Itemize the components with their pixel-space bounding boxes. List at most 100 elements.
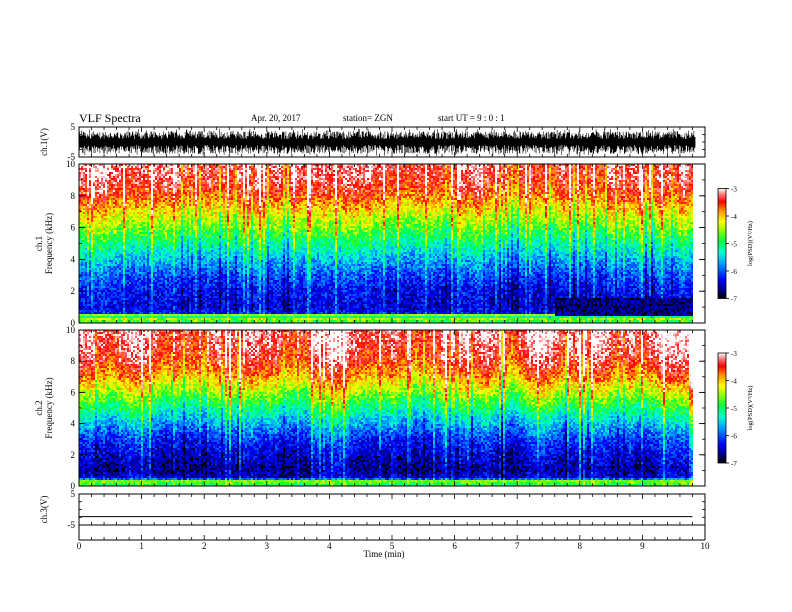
ch1-spectrogram-cell xyxy=(461,170,463,172)
ch1-spectrogram-cell xyxy=(685,194,687,196)
ch1-spectrogram-cell xyxy=(257,188,259,190)
ch1-spectrogram-cell xyxy=(287,188,289,190)
ch1-spectrogram-cell xyxy=(599,186,601,188)
ch1-spectrogram-cell xyxy=(471,166,473,168)
ch1-spectrogram-cell xyxy=(131,192,133,194)
ch1-spectrogram-cell xyxy=(221,176,223,178)
ch1-spectrogram-cell xyxy=(201,186,203,188)
ch1-spectrogram-cell xyxy=(619,188,621,190)
ch1-spectrogram-cell xyxy=(673,164,675,166)
ch1-spectrogram-cell xyxy=(453,166,455,168)
ch1-spectrogram-cell xyxy=(613,186,615,188)
ch1-spectrogram-cell xyxy=(273,184,275,186)
ch1-spectrogram-cell xyxy=(595,168,597,170)
ch1-spectrogram-cell xyxy=(531,172,533,174)
ch1-spectrogram-cell xyxy=(141,186,143,188)
ch1-spectrogram-cell xyxy=(121,196,123,198)
ch1-spectrogram-cell xyxy=(473,168,475,170)
ch1-spectrogram-cell xyxy=(135,190,137,192)
ch1-spectrogram-cell xyxy=(279,188,281,190)
ch1-spectrogram-cell xyxy=(189,166,191,168)
ch1-spectrogram-cell xyxy=(99,172,101,174)
ch1-spectrogram-cell xyxy=(467,180,469,182)
ch1-spectrogram-cell xyxy=(651,194,653,196)
ch1-spectrogram-cell xyxy=(239,174,241,176)
ch1-spectrogram-cell xyxy=(205,194,207,196)
ch1-spectrogram-cell xyxy=(455,184,457,186)
ch1-spectrogram-cell xyxy=(231,164,233,166)
ch1-spectrogram-cell xyxy=(567,166,569,168)
ch1-spectrogram-cell xyxy=(483,168,485,170)
ch1-spectrogram-cell xyxy=(161,190,163,192)
ch1-spectrogram-cell xyxy=(545,168,547,170)
ch1-spectrogram-cell xyxy=(427,194,429,196)
ch1-spectrogram-cell xyxy=(541,192,543,194)
ch1-spectrogram-cell xyxy=(209,194,211,196)
ch1-spectrogram-cell xyxy=(263,164,265,166)
ch1-spectrogram-cell xyxy=(205,164,207,166)
ch1-spectrogram-cell xyxy=(629,174,631,176)
ch1-spectrogram-cell xyxy=(603,166,605,168)
ch1-spectrogram-cell xyxy=(159,180,161,182)
ch1-spectrogram-cell xyxy=(597,168,599,170)
ch1-spectrogram-cell xyxy=(623,164,625,166)
ch1-spectrogram-cell xyxy=(667,192,669,194)
ch1-spectrogram-cell xyxy=(499,190,501,192)
ch1-spectrogram-cell xyxy=(571,196,573,198)
ch1-spectrogram-cell xyxy=(161,166,163,168)
ch1-spectrogram-cell xyxy=(267,172,269,174)
ch1-spectrogram-cell xyxy=(153,192,155,194)
ch1-spectrogram-cell xyxy=(677,182,679,184)
ch1-spectrogram-cell xyxy=(219,196,221,198)
ch1-spectrogram-cell xyxy=(419,174,421,176)
ch1-spectrogram-cell xyxy=(119,194,121,196)
ch1-spectrogram-cell xyxy=(505,196,507,198)
ch1-spectrogram-cell xyxy=(413,184,415,186)
ch1-spectrogram-cell xyxy=(401,164,403,166)
ch1-spectrogram-cell xyxy=(283,168,285,170)
ch1-spectrogram-cell xyxy=(173,176,175,178)
ch1-spectrogram-cell xyxy=(673,172,675,174)
ch1-spectrogram-cell xyxy=(117,194,119,196)
ch1-spectrogram-cell xyxy=(121,192,123,194)
ch1-spectrogram-cell xyxy=(165,190,167,192)
ch1-spectrogram-cell xyxy=(677,174,679,176)
ch1-spectrogram-cell xyxy=(325,194,327,196)
ch1-spectrogram-cell xyxy=(229,186,231,188)
ch1-spectrogram-cell xyxy=(509,190,511,192)
ch1-spectrogram-cell xyxy=(273,170,275,172)
ch1-spectrogram-cell xyxy=(209,188,211,190)
ch1-spectrogram-cell xyxy=(451,196,453,198)
ch1-spectrogram-cell xyxy=(507,172,509,174)
ch1-spectrogram-cell xyxy=(301,170,303,172)
ch1-spectrogram-cell xyxy=(671,188,673,190)
ch1-spectrogram-cell xyxy=(179,164,181,166)
ch1-spectrogram-cell xyxy=(107,190,109,192)
ch1-spectrogram-cell xyxy=(411,186,413,188)
ch1-spectrogram-cell xyxy=(501,184,503,186)
ch1-spectrogram-cell xyxy=(257,172,261,174)
ch1-spectrogram-cell xyxy=(455,196,457,198)
ch1-spectrogram-cell xyxy=(421,166,423,168)
ch1-spectrogram-cell xyxy=(541,176,543,178)
ch1-spectrogram-cell xyxy=(477,188,479,190)
ch1-spectrogram-cell xyxy=(283,194,285,196)
ch1-spectrogram-cell xyxy=(489,166,491,168)
ch1-spectrogram-cell xyxy=(523,196,525,198)
ch1-spectrogram-cell xyxy=(571,166,573,168)
ch1-spectrogram-cell xyxy=(353,168,355,170)
ch1-spectrogram-cell xyxy=(301,180,303,182)
ch1-spectrogram-cell xyxy=(141,190,143,192)
ch1-spectrogram-cell xyxy=(497,190,499,192)
ch1-spectrogram-cell xyxy=(415,192,417,194)
ch1-spectrogram-cell xyxy=(373,164,375,166)
ch1-spectrogram-cell xyxy=(415,172,417,174)
ch1-spectrogram-cell xyxy=(473,170,475,172)
ch1-spectrogram-cell xyxy=(551,164,553,166)
ch1-spectrogram-cell xyxy=(467,174,469,176)
ch1-spectrogram-cell xyxy=(653,172,655,174)
ch1-spectrogram-cell xyxy=(485,186,487,188)
ch1-spectrogram-cell xyxy=(361,190,363,192)
ch1-spectrogram-cell xyxy=(127,172,129,174)
ch1-spectrogram-cell xyxy=(569,174,571,176)
